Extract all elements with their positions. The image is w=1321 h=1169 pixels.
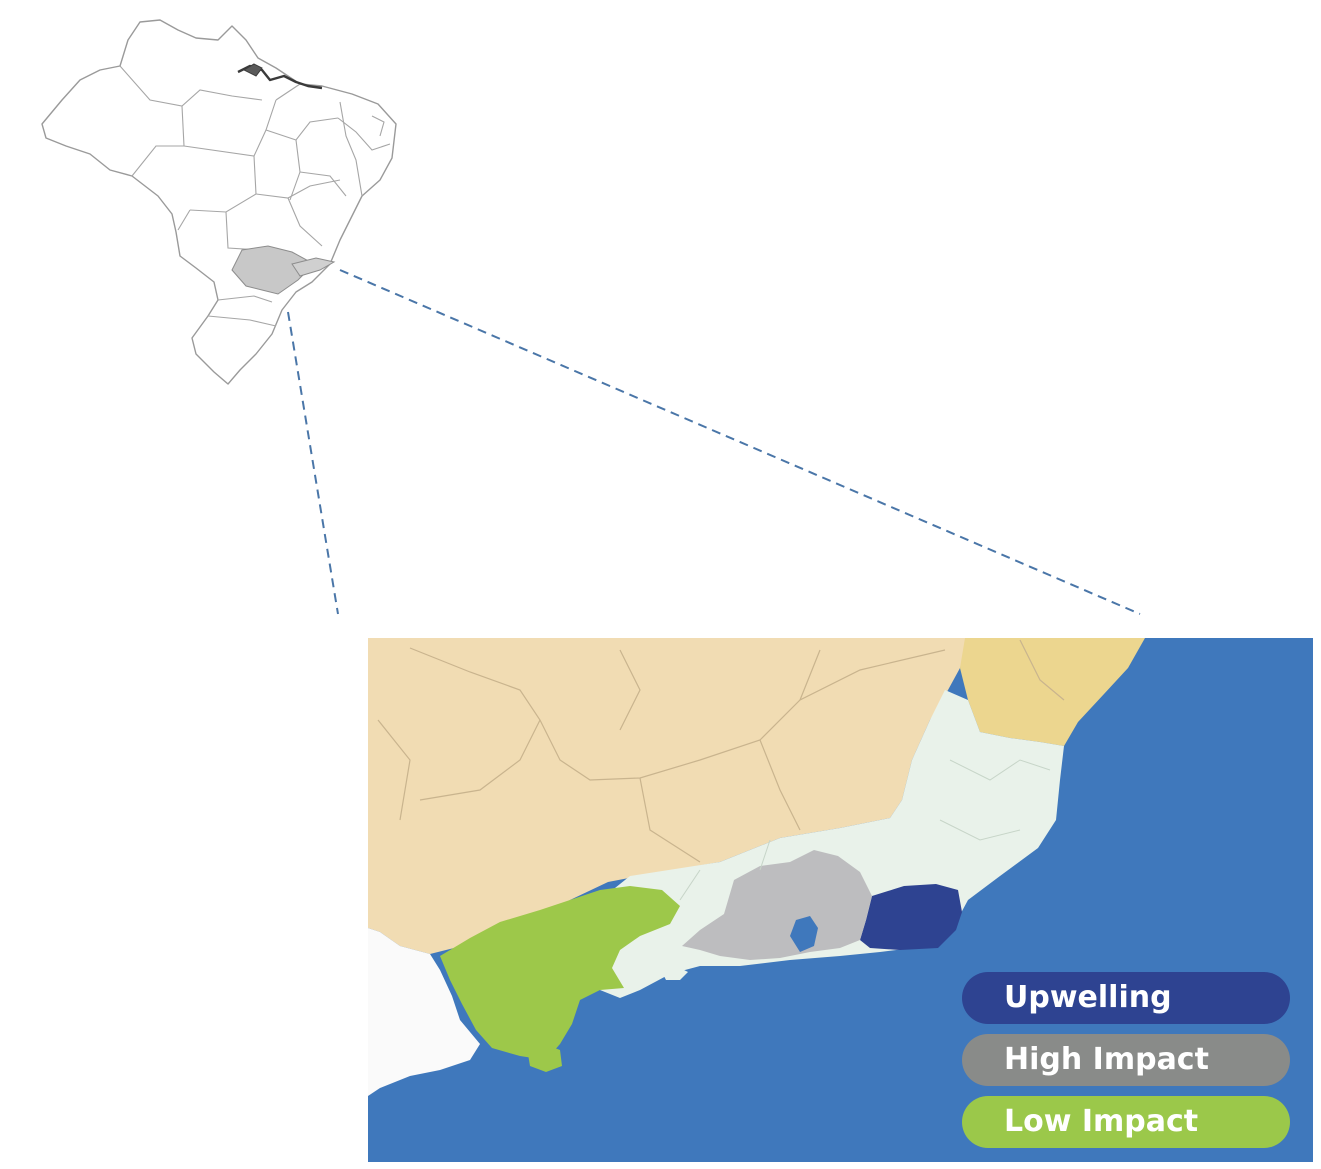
zoom-connector-lines — [287, 269, 1141, 615]
brazil-inset-map — [41, 19, 397, 385]
municipal-borders — [377, 639, 1065, 863]
outside-land-southwest — [368, 928, 480, 1096]
high-impact-region — [682, 850, 872, 960]
highlighted-state-coast — [291, 257, 336, 277]
coastal-island — [662, 966, 688, 980]
low-impact-island — [528, 1044, 562, 1072]
amazon-delta-island — [242, 63, 263, 77]
connector-line-left — [287, 311, 339, 615]
connector-line-right — [339, 269, 1141, 615]
brazil-state-borders — [119, 65, 391, 327]
legend-low-impact: Low Impact — [962, 1096, 1290, 1148]
neighbor-state-land — [368, 638, 970, 954]
neighbor-state-land-northeast — [960, 638, 1145, 746]
low-impact-region — [440, 886, 680, 1060]
legend-upwelling: Upwelling — [962, 972, 1290, 1024]
brazil-outline — [41, 19, 397, 385]
guanabara-bay — [790, 916, 818, 952]
upwelling-region — [860, 884, 962, 950]
study-state-municipal-borders — [679, 759, 1051, 901]
legend-high-impact: High Impact — [962, 1034, 1290, 1086]
detail-map — [368, 638, 1313, 1162]
